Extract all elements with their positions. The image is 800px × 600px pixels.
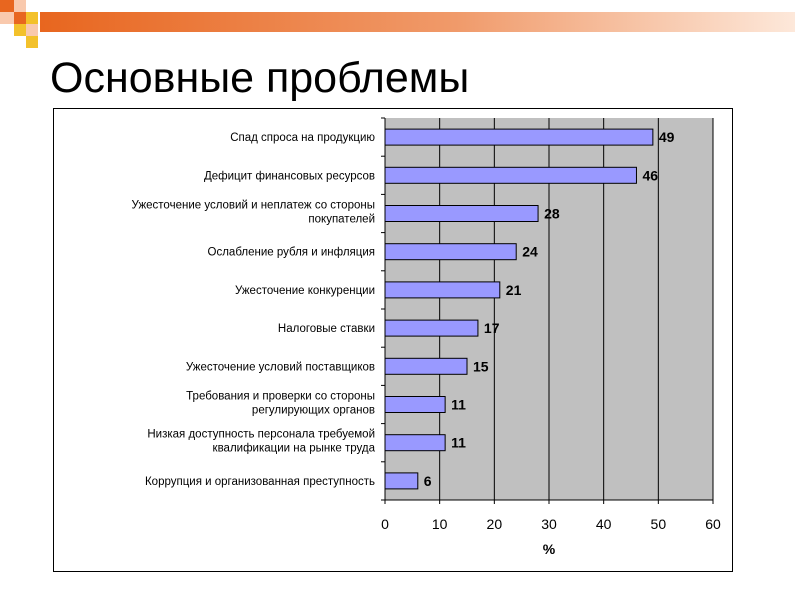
x-tick-label: 40 bbox=[596, 516, 612, 532]
category-label-line: Коррупция и организованная преступность bbox=[145, 476, 375, 488]
slide-title: Основные проблемы bbox=[50, 54, 470, 102]
value-label: 49 bbox=[659, 129, 675, 145]
category-label-line: Ослабление рубля и инфляция bbox=[208, 247, 375, 259]
bar bbox=[384, 319, 479, 337]
x-tick-label: 50 bbox=[651, 516, 667, 532]
value-label: 11 bbox=[451, 397, 466, 413]
value-label: 46 bbox=[642, 167, 658, 183]
category-label-line: Ужесточение условий и неплатеж со сторон… bbox=[132, 200, 375, 212]
category-label-line: Спад спроса на продукцию bbox=[230, 132, 375, 144]
category-label-line: Налоговые ставки bbox=[278, 323, 375, 335]
bar bbox=[384, 166, 637, 184]
title-decoration bbox=[0, 0, 795, 48]
category-label: Требования и проверки со стороны регулиру… bbox=[186, 391, 375, 417]
category-label: Ужесточение конкуренции bbox=[235, 285, 375, 297]
category-label-line: регулирующих органов bbox=[252, 405, 375, 417]
bar bbox=[384, 243, 517, 261]
x-axis-title: % bbox=[543, 541, 556, 557]
category-label: Спад спроса на продукцию bbox=[230, 132, 375, 144]
bar bbox=[384, 205, 539, 222]
bar bbox=[384, 434, 446, 452]
decoration-square bbox=[14, 0, 26, 12]
value-label: 17 bbox=[484, 320, 500, 336]
x-tick-label: 10 bbox=[432, 516, 448, 532]
value-label: 21 bbox=[506, 282, 522, 298]
bar bbox=[384, 396, 446, 413]
value-label: 24 bbox=[522, 244, 538, 260]
category-label: Ослабление рубля и инфляция bbox=[208, 247, 375, 259]
category-label: Коррупция и организованная преступность bbox=[145, 476, 375, 488]
category-label-line: Требования и проверки со стороны bbox=[186, 391, 375, 403]
x-tick-label: 30 bbox=[541, 516, 557, 532]
value-labels: 49 46 28 24 21 17 15 11 11 6 bbox=[424, 129, 675, 489]
decoration-square bbox=[14, 12, 26, 24]
decoration-square bbox=[0, 0, 14, 12]
x-tick-label: 60 bbox=[705, 516, 721, 532]
category-label: Низкая доступность персонала требуемой кв… bbox=[147, 429, 375, 455]
category-label-line: Дефицит финансовых ресурсов bbox=[204, 170, 375, 182]
x-axis: 0 10 20 30 40 50 60 bbox=[381, 500, 721, 532]
x-tick-label: 0 bbox=[381, 516, 389, 532]
bar bbox=[384, 128, 654, 146]
category-label-line: квалификации на рынке труда bbox=[213, 443, 376, 455]
value-label: 11 bbox=[451, 435, 466, 451]
category-label: Дефицит финансовых ресурсов bbox=[204, 170, 375, 182]
x-tick-label: 20 bbox=[487, 516, 503, 532]
value-label: 6 bbox=[424, 473, 432, 489]
decoration-square bbox=[26, 36, 38, 48]
category-label: Налоговые ставки bbox=[278, 323, 375, 335]
bar bbox=[384, 281, 501, 299]
category-label: Ужесточение условий и неплатеж со сторон… bbox=[132, 200, 375, 226]
category-label-line: Ужесточение конкуренции bbox=[235, 285, 375, 297]
decoration-square bbox=[26, 12, 38, 24]
category-label-line: Низкая доступность персонала требуемой bbox=[147, 429, 375, 441]
decoration-square bbox=[26, 24, 38, 36]
decoration-band bbox=[40, 12, 795, 32]
category-label: Ужесточение условий поставщиков bbox=[186, 361, 375, 373]
bars bbox=[381, 117, 654, 501]
category-labels: Спад спроса на продукцию Дефицит финансов… bbox=[132, 132, 376, 488]
value-label: 28 bbox=[544, 206, 560, 222]
decoration-square bbox=[14, 24, 26, 36]
value-label: 15 bbox=[473, 358, 489, 374]
decoration-square bbox=[0, 12, 14, 24]
bar bbox=[384, 472, 419, 490]
category-label-line: покупателей bbox=[308, 214, 375, 226]
bar bbox=[384, 357, 468, 375]
category-label-line: Ужесточение условий поставщиков bbox=[186, 361, 375, 373]
